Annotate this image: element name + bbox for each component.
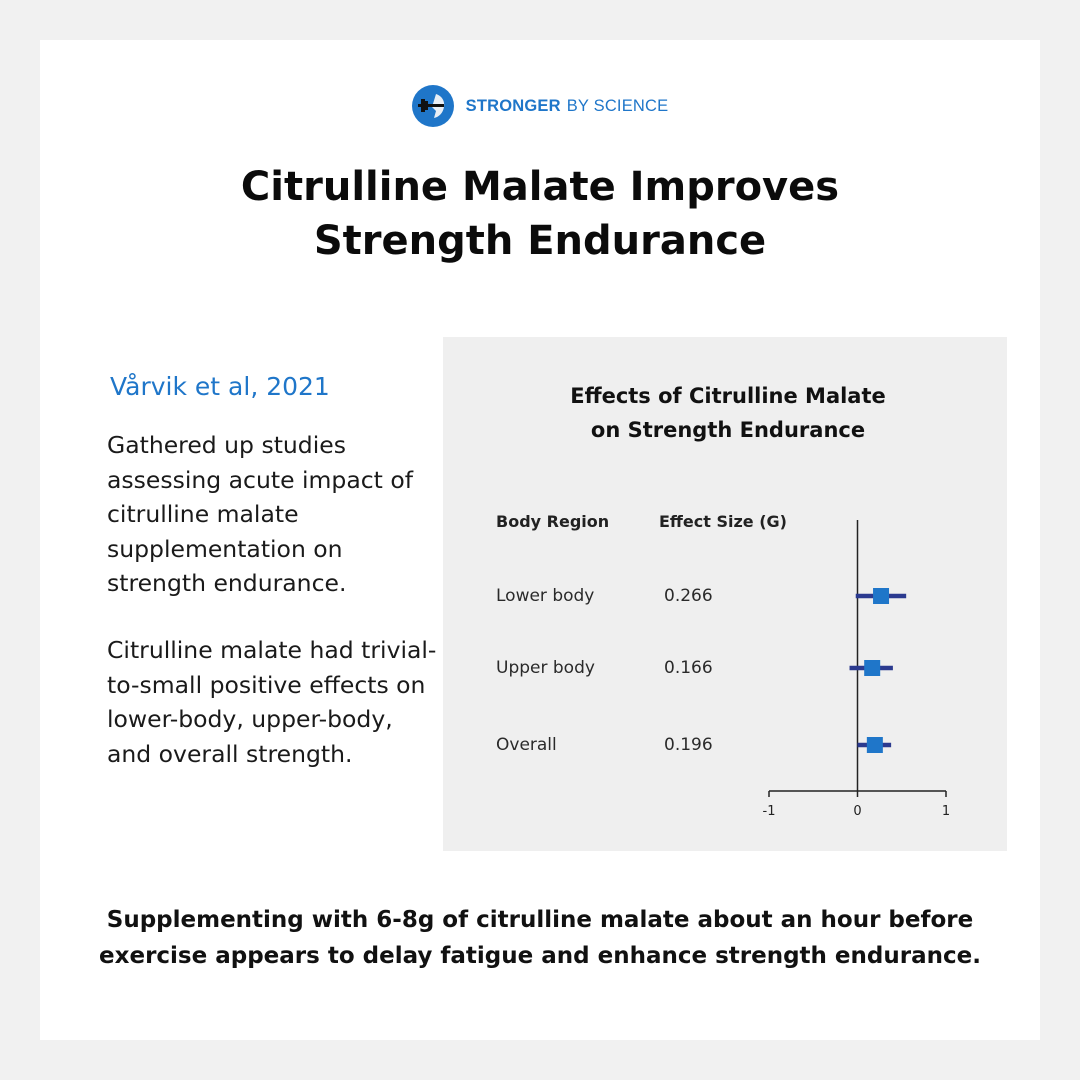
summary-paragraph-1: Gathered up studies assessing acute impa… [107, 431, 413, 597]
forest-plot-panel: Effects of Citrulline Malate on Strength … [443, 337, 1007, 851]
page-title: Citrulline Malate Improves Strength Endu… [140, 160, 940, 268]
brand-name-rest: BY SCIENCE [566, 96, 669, 115]
summary-paragraph-2: Citrulline malate had trivial-to-small p… [107, 636, 437, 768]
x-tick-label: -1 [763, 804, 776, 819]
effect-size-label: 0.196 [664, 735, 713, 755]
brand-name: STRONGER BY SCIENCE [466, 97, 669, 116]
row-label: Overall [496, 735, 557, 755]
effect-marker [864, 660, 881, 676]
chart-title-line-2: on Strength Endurance [591, 418, 865, 442]
x-tick-label: 0 [853, 804, 861, 819]
column-header-region: Body Region [496, 512, 609, 531]
forest-plot: Effects of Citrulline Malate on Strength … [496, 384, 950, 819]
x-tick-label: 1 [942, 804, 950, 819]
brand-header: STRONGER BY SCIENCE [0, 84, 1080, 128]
effect-marker [873, 588, 890, 604]
effect-size-label: 0.266 [664, 586, 713, 606]
effect-size-label: 0.166 [664, 658, 713, 678]
row-label: Lower body [496, 586, 594, 606]
barbell-logo-icon [411, 85, 454, 127]
effect-marker [866, 737, 883, 753]
row-label: Upper body [496, 658, 595, 678]
study-citation: Vårvik et al, 2021 [110, 372, 330, 401]
chart-title-line-1: Effects of Citrulline Malate [570, 384, 886, 408]
page-title-line-2: Strength Endurance [313, 218, 767, 264]
page-title-line-1: Citrulline Malate Improves [240, 164, 840, 210]
brand-name-bold: STRONGER [465, 96, 561, 115]
footer-takeaway: Supplementing with 6-8g of citrulline ma… [99, 907, 981, 969]
column-header-effect: Effect Size (G) [659, 512, 787, 531]
